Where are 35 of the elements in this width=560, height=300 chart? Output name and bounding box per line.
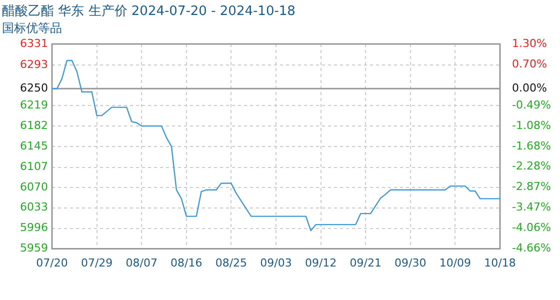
x-tick-label: 09/30 (394, 256, 426, 270)
y2-tick-label: 0.00% (512, 81, 547, 94)
x-tick-label: 07/29 (80, 256, 113, 270)
y-tick-label: 6070 (20, 180, 48, 194)
x-tick-label: 09/12 (304, 256, 337, 270)
y-tick-label: 6219 (20, 98, 48, 112)
y2-tick-label: -0.49% (512, 98, 551, 112)
y2-tick-label: -2.87% (512, 180, 551, 194)
y2-tick-label: -1.68% (512, 139, 551, 152)
x-tick-label: 10/18 (484, 256, 516, 270)
y-tick-label: 6145 (20, 139, 48, 152)
y-tick-label: 6331 (20, 36, 48, 50)
x-tick-label: 07/20 (36, 256, 68, 270)
y-tick-label: 6293 (20, 58, 48, 71)
chart-title: 醋酸乙酯 华东 生产价 2024-07-20 - 2024-10-18 (2, 4, 296, 20)
x-tick-label: 10/09 (439, 256, 472, 270)
y-tick-label: 6033 (20, 200, 48, 214)
x-tick-label: 09/03 (260, 256, 292, 270)
y-tick-label: 6182 (20, 118, 48, 132)
y2-tick-label: 1.30% (512, 36, 547, 50)
y-tick-label: 6250 (20, 81, 48, 94)
y2-tick-label: -4.06% (512, 221, 551, 234)
x-tick-label: 09/21 (350, 256, 382, 270)
y-tick-label: 6107 (20, 160, 48, 174)
y2-tick-label: -1.08% (512, 118, 551, 132)
x-tick-label: 08/16 (170, 256, 202, 270)
y2-tick-label: -2.28% (512, 160, 551, 173)
x-tick-label: 08/07 (126, 256, 158, 270)
y2-tick-label: -3.47% (512, 200, 551, 214)
y2-tick-label: 0.70% (512, 57, 547, 70)
x-tick-label: 08/25 (215, 256, 248, 270)
y-tick-label: 5996 (20, 221, 48, 234)
y2-tick-label: -4.66% (512, 242, 551, 255)
chart-subtitle: 国标优等品 (2, 20, 62, 35)
y-tick-label: 5959 (20, 242, 48, 255)
